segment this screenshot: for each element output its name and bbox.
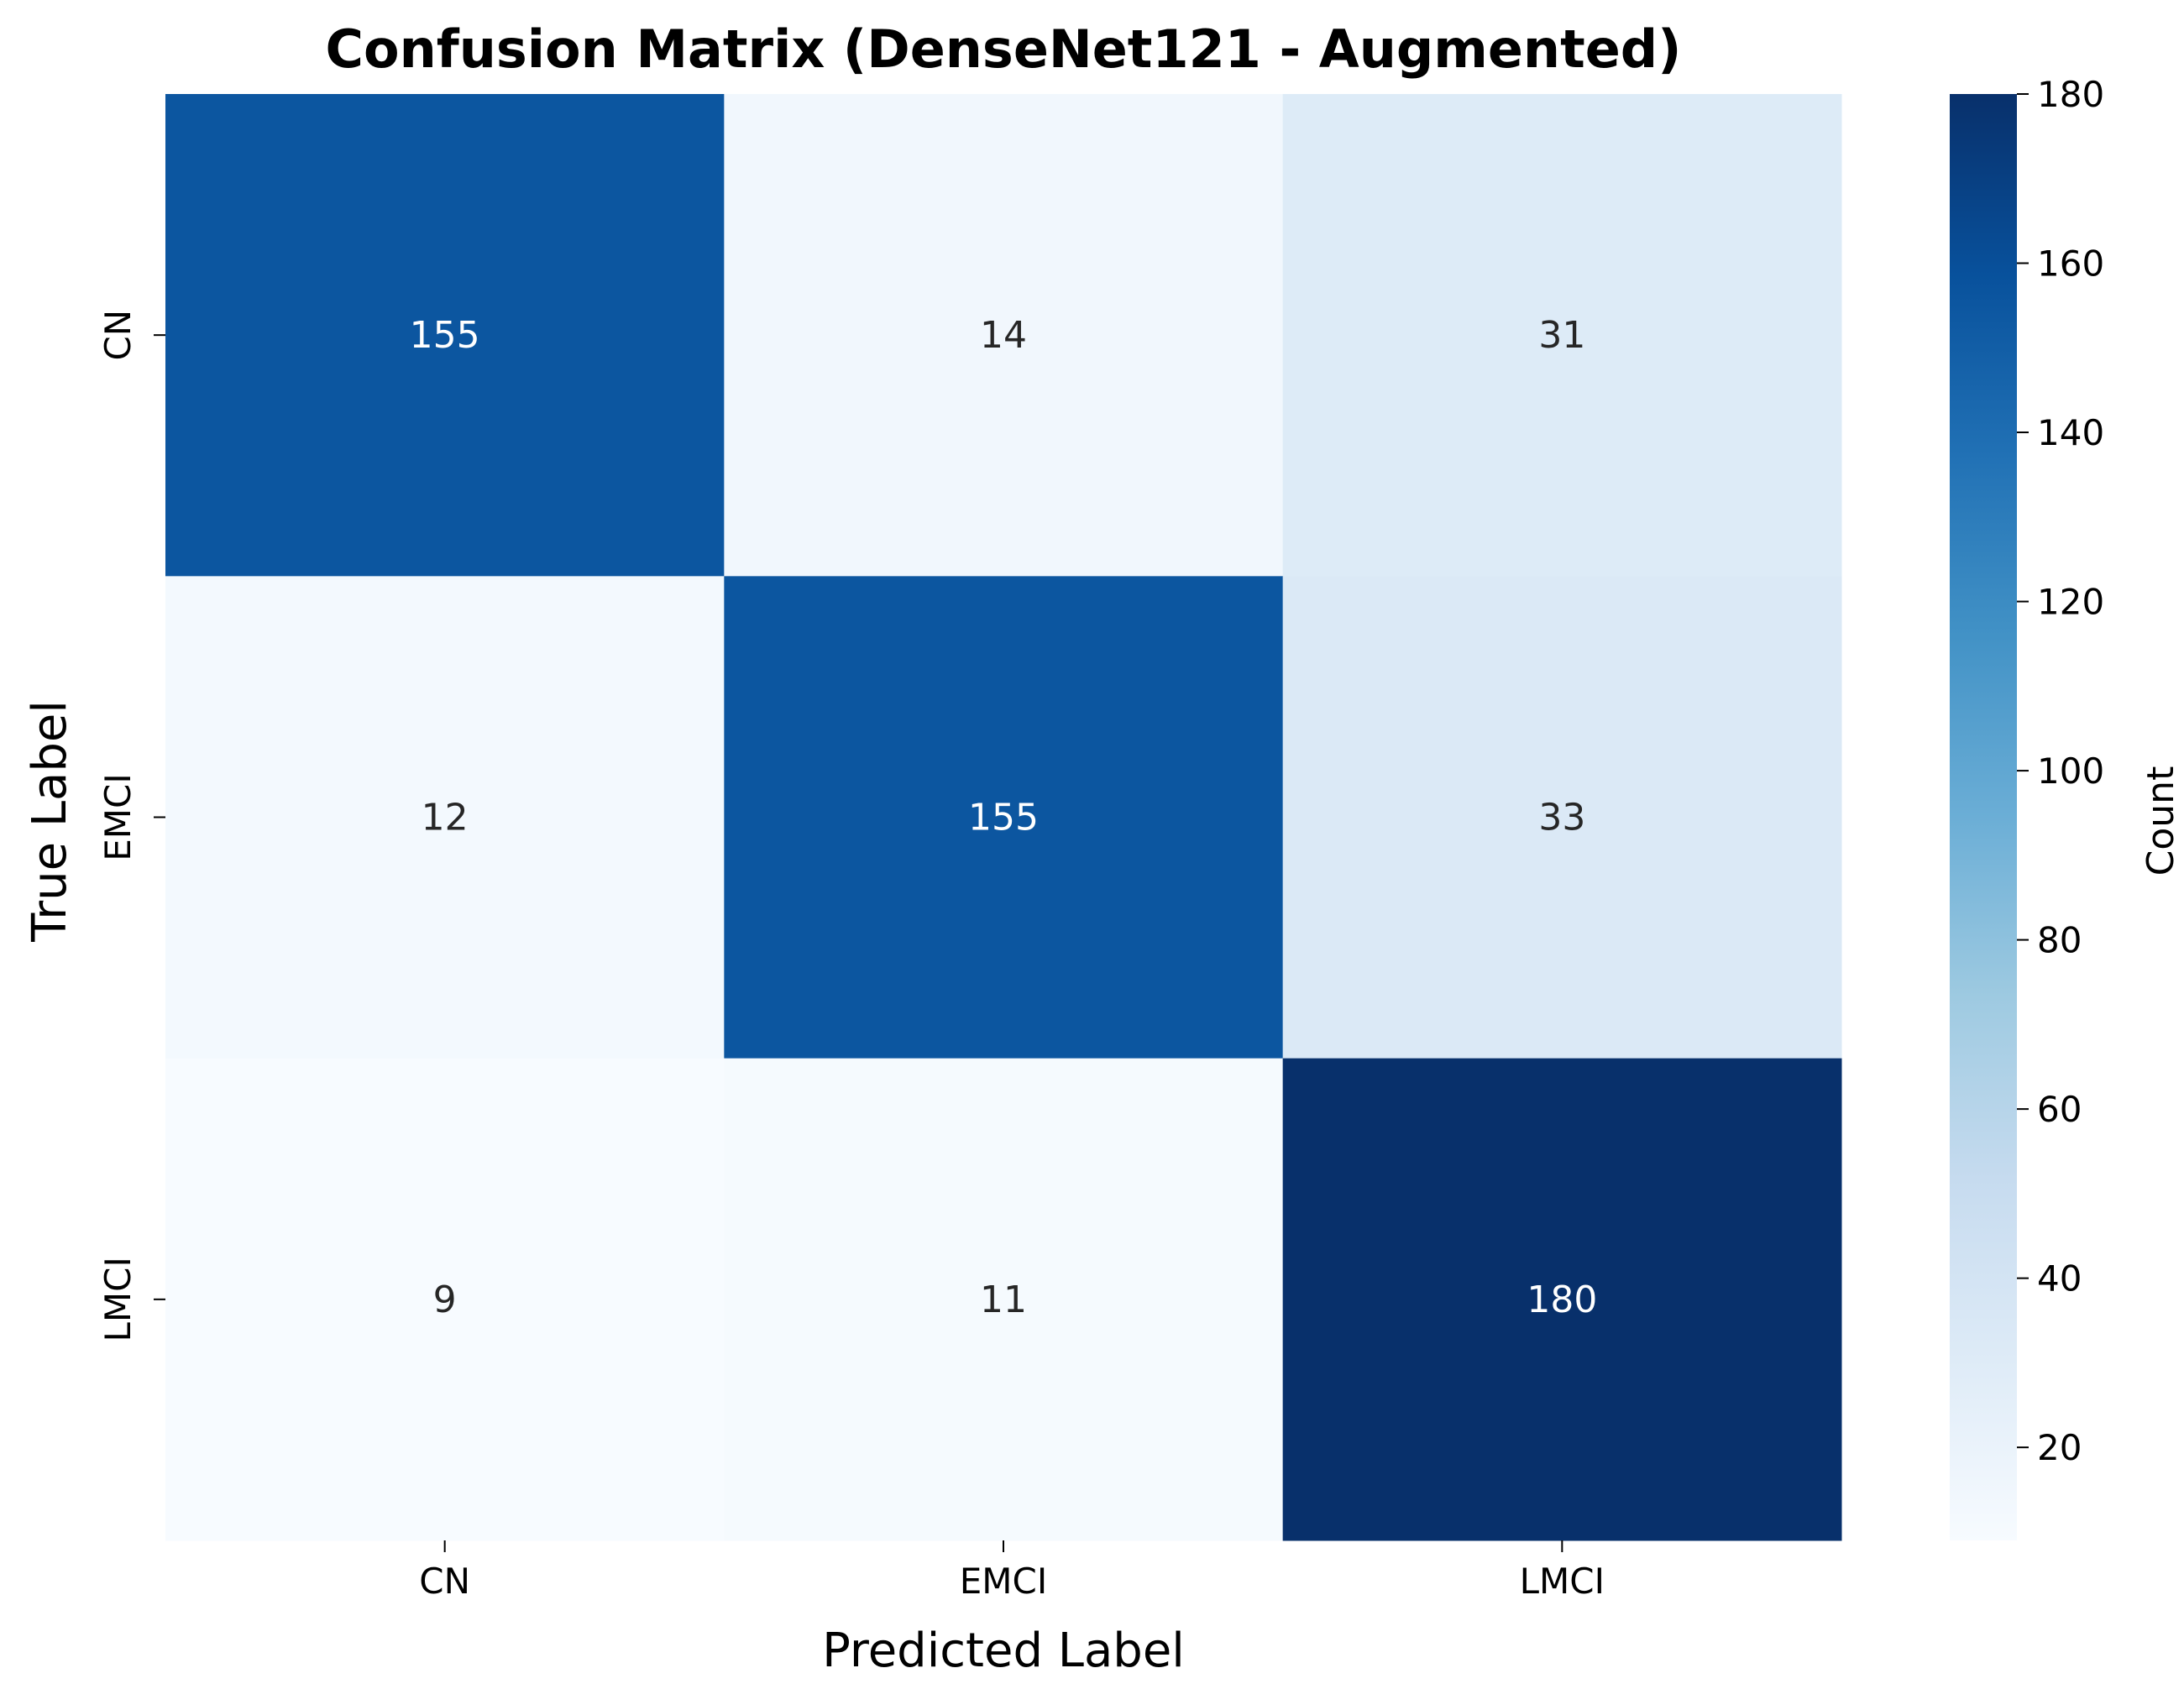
cell-value-label: 14 — [980, 314, 1027, 357]
cell-value-label: 155 — [410, 314, 480, 357]
heatmap-cell — [165, 576, 725, 1059]
heatmap-cell — [724, 1058, 1284, 1541]
heatmap-cell — [165, 94, 725, 577]
cell-value-label: 12 — [422, 797, 469, 839]
colorbar-tick-label: 120 — [2037, 582, 2104, 623]
heatmap-cell — [165, 1058, 725, 1541]
colorbar-ticks: 20 40 60 80 100 120 140 160 180 — [2017, 74, 2104, 1468]
colorbar-tick-label: 180 — [2037, 74, 2104, 115]
chart-title: Confusion Matrix (DenseNet121 - Augmente… — [326, 18, 1682, 80]
colorbar-tick-label: 140 — [2037, 412, 2104, 453]
cell-value-label: 9 — [433, 1279, 457, 1321]
x-tick-label: EMCI — [960, 1561, 1048, 1602]
colorbar-label: Count — [2139, 766, 2182, 876]
cell-value-label: 180 — [1527, 1279, 1597, 1321]
cell-value-label: 33 — [1538, 797, 1585, 839]
heatmap-cells: 155 14 31 12 155 33 9 11 180 — [165, 94, 1842, 1541]
colorbar — [1950, 94, 2017, 1540]
y-tick-label: EMCI — [97, 773, 139, 861]
colorbar-tick-label: 160 — [2037, 243, 2104, 285]
x-tick-label: LMCI — [1520, 1561, 1605, 1602]
y-tick-label: LMCI — [97, 1257, 139, 1341]
heatmap-cell — [724, 94, 1284, 577]
heatmap-cell — [1282, 94, 1842, 577]
y-tick-label: CN — [97, 310, 139, 361]
cell-value-label: 155 — [968, 797, 1039, 839]
x-tick-label: CN — [419, 1561, 470, 1602]
y-axis-ticks: CN EMCI LMCI — [97, 310, 165, 1342]
heatmap-cell — [724, 576, 1284, 1059]
colorbar-tick-label: 80 — [2037, 920, 2082, 961]
colorbar-tick-label: 100 — [2037, 750, 2104, 792]
x-axis-label: Predicted Label — [822, 1624, 1185, 1678]
y-axis-label: True Label — [23, 700, 77, 943]
cell-value-label: 11 — [980, 1279, 1027, 1321]
x-axis-ticks: CN EMCI LMCI — [419, 1540, 1605, 1602]
colorbar-tick-label: 20 — [2037, 1427, 2082, 1468]
colorbar-tick-label: 60 — [2037, 1089, 2082, 1130]
heatmap-cell — [1282, 1058, 1842, 1541]
cell-value-label: 31 — [1538, 314, 1585, 357]
colorbar-tick-label: 40 — [2037, 1258, 2082, 1299]
heatmap-cell — [1282, 576, 1842, 1059]
